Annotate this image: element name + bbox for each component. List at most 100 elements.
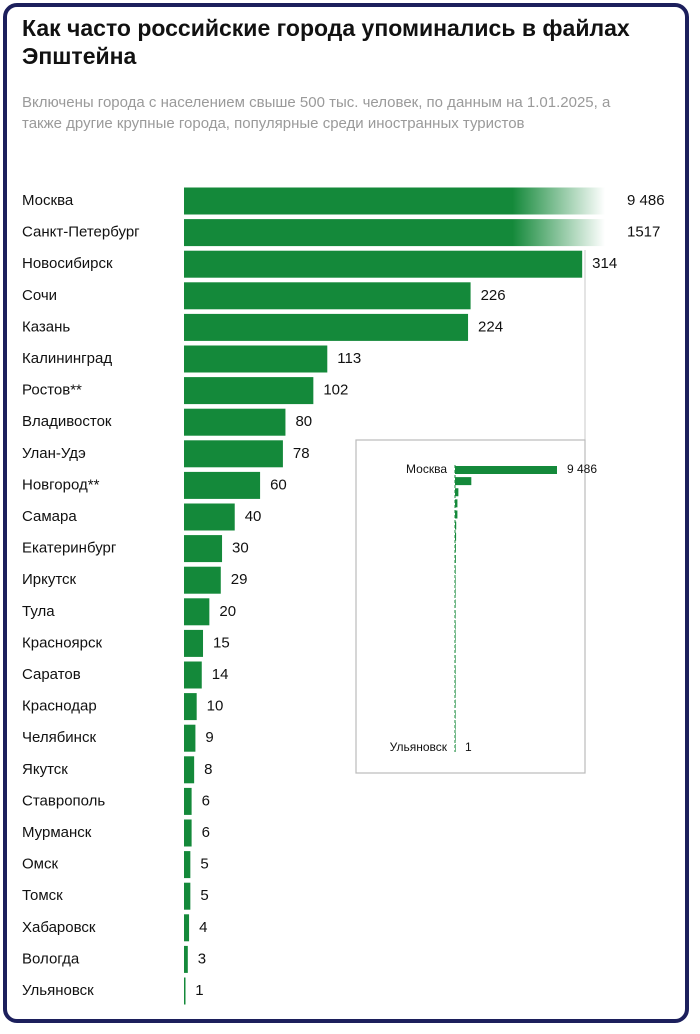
inset-bar: [455, 543, 456, 552]
bar: [184, 250, 583, 278]
value-label: 14: [212, 666, 229, 683]
inset-bar: [455, 466, 557, 474]
inset-value-label: 1: [465, 740, 472, 754]
value-label: 1517: [627, 224, 660, 241]
inset-category-label: Ульяновск: [390, 740, 448, 754]
frame: [3, 3, 689, 1023]
inset-bar: [455, 621, 456, 630]
bar: [184, 819, 192, 847]
value-label: 9: [205, 729, 213, 746]
inset-bar: [455, 666, 456, 675]
inset-bar: [455, 554, 456, 563]
bar: [184, 503, 235, 531]
inset-category-label: Москва: [406, 462, 447, 476]
bar: [184, 851, 191, 879]
value-label: 224: [478, 318, 503, 335]
category-label: Улан-Удэ: [22, 445, 86, 462]
category-label: Хабаровск: [22, 919, 96, 936]
bar: [184, 724, 196, 752]
inset-bar: [455, 610, 456, 619]
inset-value-label: 9 486: [567, 462, 597, 476]
inset-bar: [455, 499, 458, 508]
inset-bar: [455, 521, 457, 530]
inset-bar: [455, 632, 456, 641]
category-label: Томск: [22, 887, 63, 904]
category-label: Ставрополь: [22, 792, 105, 809]
bar: [184, 629, 204, 657]
bar: [184, 787, 192, 815]
category-label: Тула: [22, 603, 55, 620]
value-label: 5: [200, 887, 208, 904]
bar: [184, 187, 605, 215]
category-label: Москва: [22, 192, 74, 209]
inset-bar: [455, 655, 456, 664]
category-label: Вологда: [22, 950, 80, 967]
bar: [184, 756, 195, 784]
bar: [184, 440, 283, 468]
chart-title: Как часто российские города упоминались …: [22, 15, 630, 69]
inset-bar: [455, 588, 456, 597]
category-label: Калининград: [22, 350, 112, 367]
value-label: 30: [232, 540, 249, 557]
value-label: 60: [270, 476, 287, 493]
bar: [184, 313, 469, 341]
category-label: Якутск: [22, 761, 68, 778]
bar: [184, 471, 261, 499]
bar: [184, 377, 314, 405]
inset-bar: [455, 566, 456, 575]
inset: Москва 9 486 Ульяновск 1: [390, 462, 598, 754]
bar: [184, 693, 197, 721]
bar: [184, 535, 223, 563]
bar: [184, 566, 221, 594]
category-label: Иркутск: [22, 571, 77, 588]
category-label: Красноярск: [22, 634, 103, 651]
value-label: 5: [200, 856, 208, 873]
category-label: Мурманск: [22, 824, 92, 841]
value-label: 6: [202, 824, 210, 841]
value-label: 9 486: [627, 192, 665, 209]
inset-bar: [455, 577, 456, 586]
inset-bar: [455, 699, 456, 708]
chart-subtitle: Включены города с населением свыше 500 т…: [22, 94, 611, 132]
value-label: 80: [295, 413, 312, 430]
inset-bar: [455, 677, 456, 686]
inset-bar: [455, 688, 456, 697]
category-label: Челябинск: [22, 729, 96, 746]
bar: [184, 945, 188, 973]
inset-bar: [455, 744, 456, 752]
value-label: 10: [207, 698, 224, 715]
category-label: Саратов: [22, 666, 81, 683]
value-label: 8: [204, 761, 212, 778]
bar: [184, 914, 190, 942]
inset-bar: [455, 488, 459, 497]
bar: [184, 219, 605, 247]
category-label: Новгород**: [22, 476, 100, 493]
value-label: 113: [337, 350, 361, 367]
value-label: 1: [195, 982, 203, 999]
category-label: Ульяновск: [22, 982, 94, 999]
category-label: Владивосток: [22, 413, 112, 430]
value-label: 6: [202, 792, 210, 809]
category-label: Санкт-Петербург: [22, 224, 140, 241]
inset-bar: [455, 599, 456, 608]
category-label: Ростов**: [22, 382, 82, 399]
value-label: 20: [219, 603, 236, 620]
category-label: Екатеринбург: [22, 540, 117, 557]
bar: [184, 882, 191, 910]
bar: [184, 598, 210, 626]
value-label: 40: [245, 508, 262, 525]
inset-bar: [455, 477, 472, 486]
category-label: Казань: [22, 318, 70, 335]
value-label: 29: [231, 571, 248, 588]
value-label: 3: [198, 950, 206, 967]
inset-bar: [455, 721, 456, 730]
inset-bar: [455, 732, 456, 741]
value-label: 15: [213, 634, 230, 651]
value-label: 102: [323, 382, 348, 399]
bar: [184, 661, 202, 689]
category-label: Сочи: [22, 287, 57, 304]
value-label: 78: [293, 445, 310, 462]
value-label: 4: [199, 919, 207, 936]
